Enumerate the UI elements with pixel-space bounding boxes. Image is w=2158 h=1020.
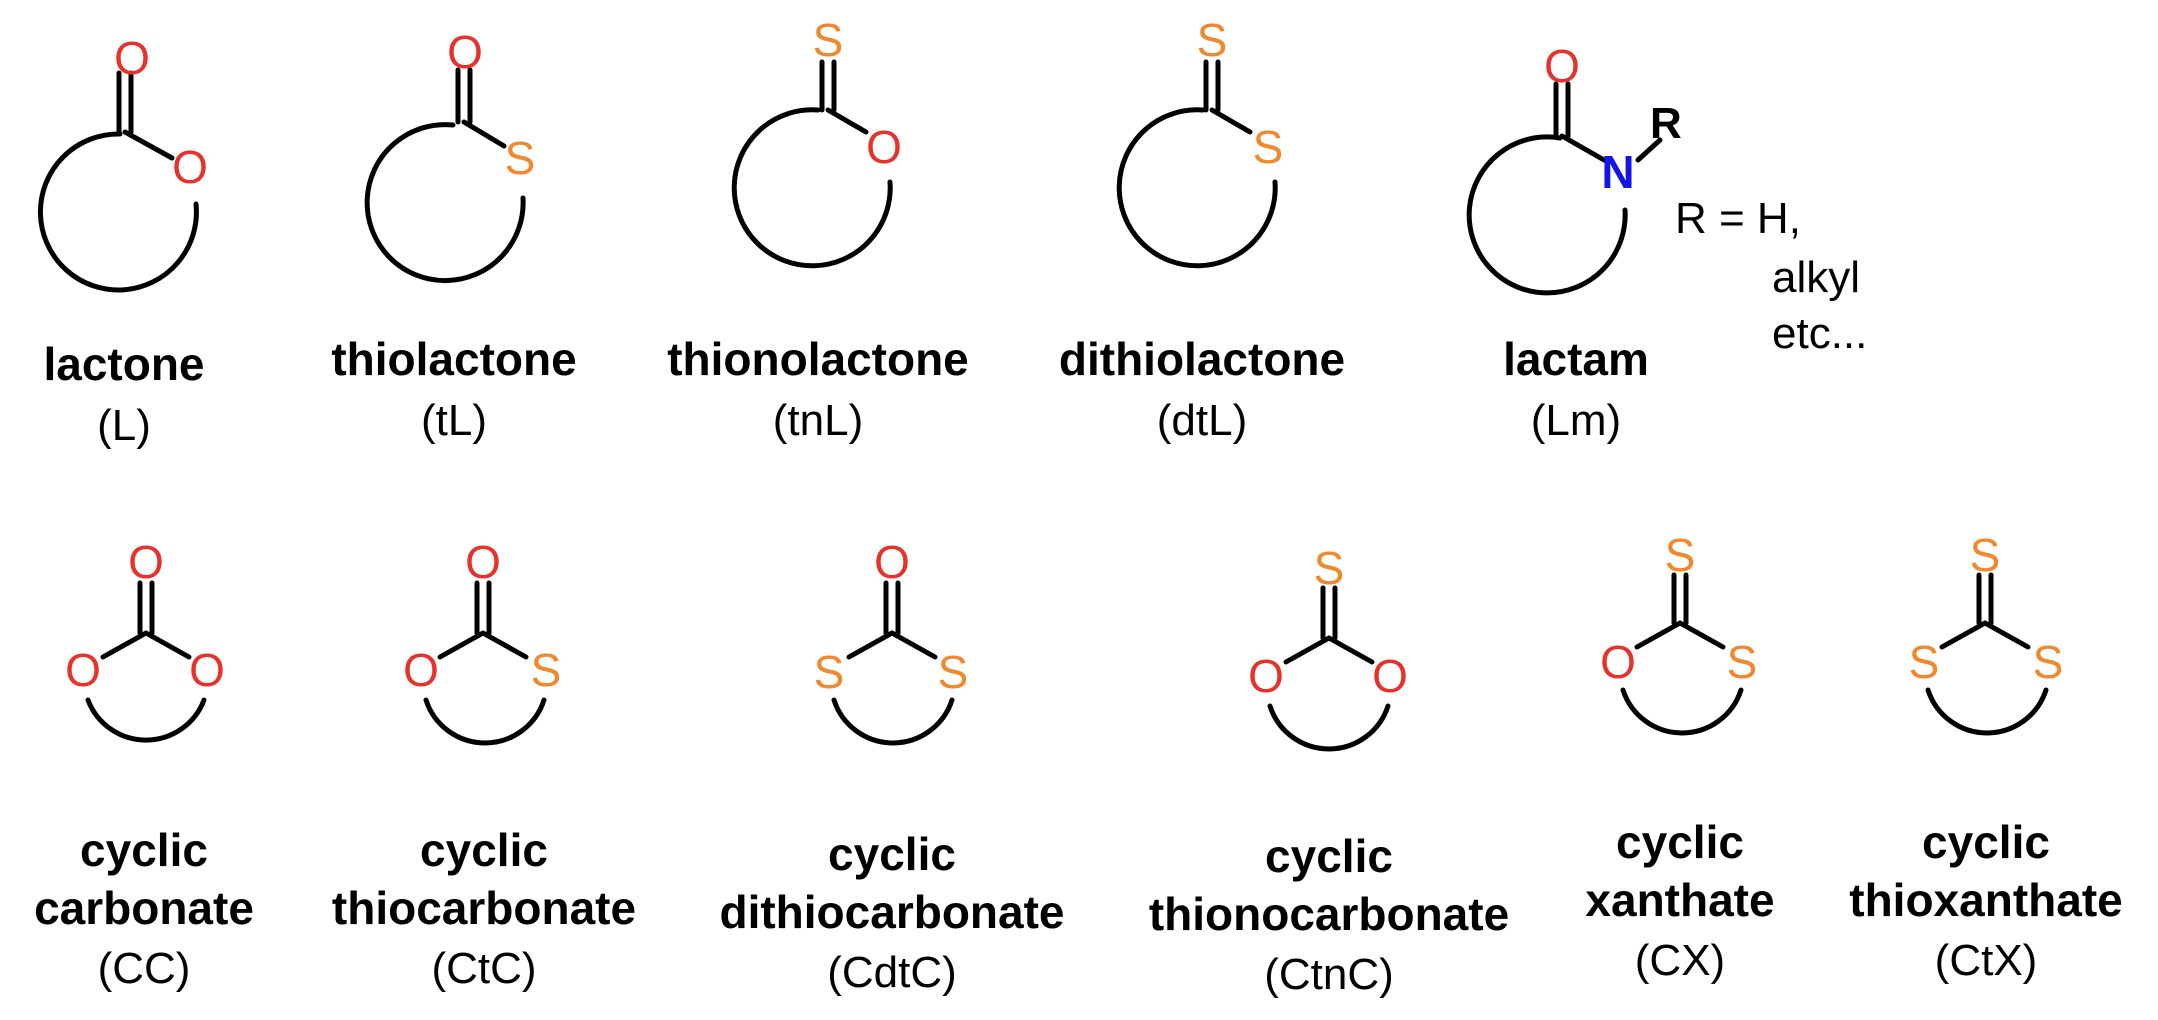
thiolactone-name: thiolactone xyxy=(331,333,576,385)
thiolactone-abbr: (tL) xyxy=(421,396,487,445)
lactone-ring-atom: O xyxy=(172,141,208,193)
cyclic-thioxanthate-left-atom: S xyxy=(1909,636,1940,688)
cyclic-thionocarbonate-name-line2: thionocarbonate xyxy=(1149,888,1509,940)
cyclic-thiocarbonate-structure: O O S cyclic thiocarbonate (CtC) xyxy=(332,536,636,993)
lactone-carbonyl-atom: O xyxy=(114,32,150,84)
cyclic-dithiocarbonate-left-atom: S xyxy=(814,646,845,698)
dithiolactone-ring-atom: S xyxy=(1253,121,1284,173)
cyclic-thiocarbonate-name-line2: thiocarbonate xyxy=(332,882,636,934)
cyclic-dithiocarbonate-right-atom: S xyxy=(938,646,969,698)
thionolactone-abbr: (tnL) xyxy=(773,396,863,445)
lactam-substituent: R xyxy=(1650,99,1682,148)
thiolactone-structure: O S thiolactone (tL) xyxy=(331,26,576,445)
cyclic-carbonate-name-line2: carbonate xyxy=(34,882,254,934)
thionolactone-ring-atom: O xyxy=(866,121,902,173)
cyclic-thioxanthate-right-atom: S xyxy=(2033,636,2064,688)
cyclic-xanthate-right-atom: S xyxy=(1727,636,1758,688)
cyclic-thionocarbonate-left-atom: O xyxy=(1248,650,1284,702)
dithiolactone-name: dithiolactone xyxy=(1059,333,1345,385)
cyclic-thiocarbonate-name-line1: cyclic xyxy=(420,824,548,876)
dithiolactone-structure: S S dithiolactone (dtL) xyxy=(1059,14,1345,445)
cyclic-thioxanthate-abbr: (CtX) xyxy=(1935,936,2038,985)
lactam-note-line1: R = H, xyxy=(1675,194,1801,243)
lactam-name: lactam xyxy=(1503,333,1649,385)
cyclic-thiocarbonate-left-atom: O xyxy=(403,644,439,696)
cyclic-thioxanthate-structure: S S S cyclic thioxanthate (CtX) xyxy=(1849,529,2122,985)
thionolactone-name: thionolactone xyxy=(667,333,969,385)
cyclic-xanthate-structure: S O S cyclic xanthate (CX) xyxy=(1585,529,1774,985)
cyclic-xanthate-name-line2: xanthate xyxy=(1585,874,1774,926)
cyclic-thiocarbonate-right-atom: S xyxy=(531,644,562,696)
cyclic-thionocarbonate-right-atom: O xyxy=(1372,650,1408,702)
cyclic-carbonate-top-atom: O xyxy=(128,536,164,588)
cyclic-thionocarbonate-top-atom: S xyxy=(1314,542,1345,594)
cyclic-carbonate-structure: O O O cyclic carbonate (CC) xyxy=(34,536,254,993)
cyclic-thioxanthate-top-atom: S xyxy=(1970,529,2001,581)
lactam-carbonyl-atom: O xyxy=(1544,40,1580,92)
lactam-note-line2: alkyl xyxy=(1772,253,1860,302)
lactam-abbr: (Lm) xyxy=(1531,396,1621,445)
dithiolactone-abbr: (dtL) xyxy=(1157,396,1247,445)
cyclic-dithiocarbonate-abbr: (CdtC) xyxy=(827,948,957,997)
cyclic-thionocarbonate-structure: S O O cyclic thionocarbonate (CtnC) xyxy=(1149,542,1509,999)
lactone-name: lactone xyxy=(43,338,204,390)
cyclic-xanthate-top-atom: S xyxy=(1665,529,1696,581)
thiolactone-carbonyl-atom: O xyxy=(447,26,483,78)
thionolactone-carbonyl-atom: S xyxy=(813,14,844,66)
cyclic-thioxanthate-name-line2: thioxanthate xyxy=(1849,874,2122,926)
thionolactone-structure: S O thionolactone (tnL) xyxy=(667,14,969,445)
cyclic-carbonate-abbr: (CC) xyxy=(98,944,191,993)
cyclic-dithiocarbonate-top-atom: O xyxy=(874,536,910,588)
cyclic-thionocarbonate-name-line1: cyclic xyxy=(1265,830,1393,882)
lactam-ring-atom: N xyxy=(1601,146,1634,198)
cyclic-thiocarbonate-abbr: (CtC) xyxy=(431,944,536,993)
cyclic-dithiocarbonate-structure: O S S cyclic dithiocarbonate (CdtC) xyxy=(719,536,1064,997)
cyclic-dithiocarbonate-name-line2: dithiocarbonate xyxy=(719,886,1064,938)
cyclic-carbonate-left-atom: O xyxy=(65,644,101,696)
lactone-abbr: (L) xyxy=(97,401,151,450)
cyclic-thionocarbonate-abbr: (CtnC) xyxy=(1264,950,1394,999)
cyclic-carbonate-name-line1: cyclic xyxy=(80,824,208,876)
cyclic-carbonate-right-atom: O xyxy=(189,644,225,696)
lactam-note-line3: etc... xyxy=(1772,309,1867,358)
thiolactone-ring-atom: S xyxy=(505,132,536,184)
cyclic-thiocarbonate-top-atom: O xyxy=(465,536,501,588)
lactam-structure: O N R R = H, alkyl etc... lactam (Lm) xyxy=(1466,40,1867,445)
cyclic-thioxanthate-name-line1: cyclic xyxy=(1922,816,2050,868)
dithiolactone-carbonyl-atom: S xyxy=(1197,14,1228,66)
cyclic-dithiocarbonate-name-line1: cyclic xyxy=(828,828,956,880)
cyclic-xanthate-abbr: (CX) xyxy=(1635,936,1725,985)
cyclic-xanthate-left-atom: O xyxy=(1600,636,1636,688)
lactone-structure: O O lactone (L) xyxy=(37,32,208,450)
cyclic-xanthate-name-line1: cyclic xyxy=(1616,816,1744,868)
